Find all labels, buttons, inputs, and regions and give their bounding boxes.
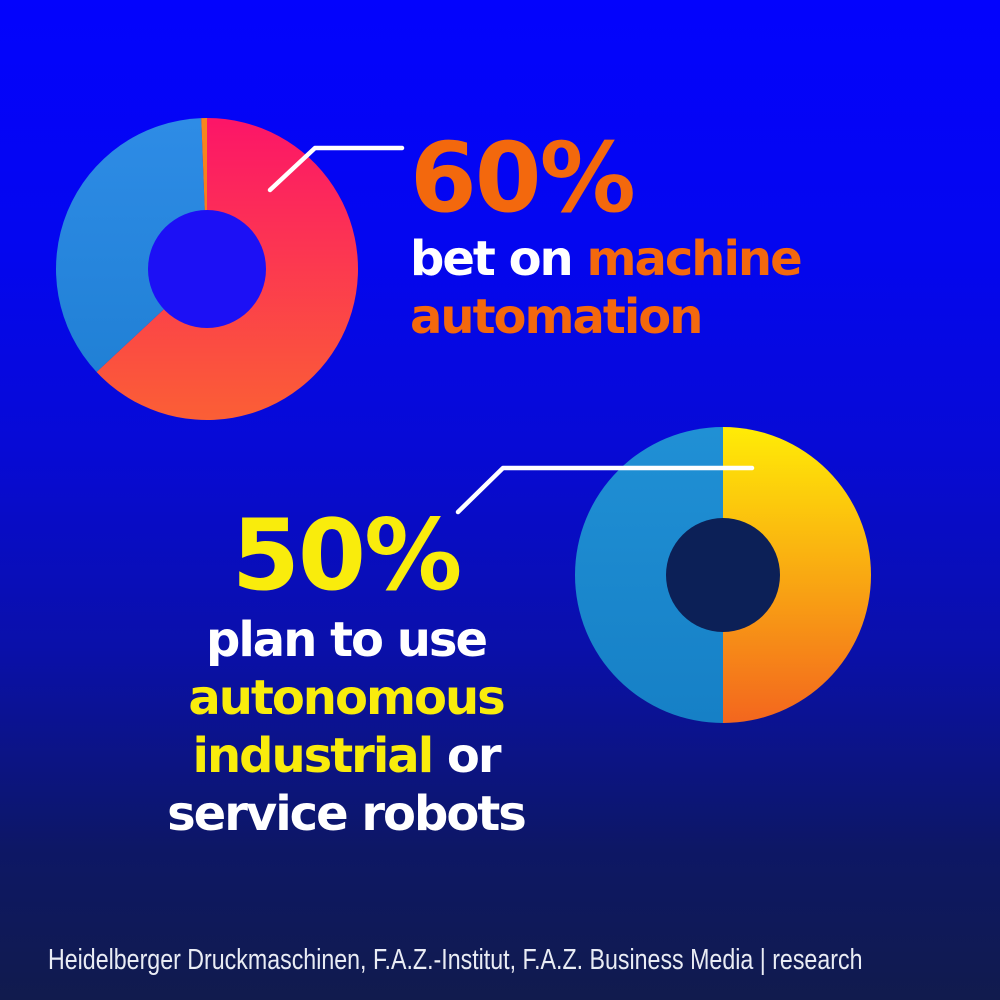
stat-60-description: bet on machine automation — [410, 230, 803, 346]
stat-50-desc-line1: plan to use — [205, 612, 488, 668]
source-attribution: Heidelberger Druckmaschinen, F.A.Z.-Inst… — [48, 944, 863, 976]
stat-60-desc-part-orange: machine — [586, 231, 802, 287]
stat-50-block: 50% plan to use autonomous industrial or se… — [46, 507, 646, 843]
donut-50-hole — [666, 518, 780, 632]
stat-60-desc-part-white: bet on — [410, 231, 587, 287]
donut-50-segment-rest — [575, 427, 723, 723]
stat-50-desc-line2: autonomous — [188, 670, 505, 726]
stat-60-block: 60% bet on machine automation — [410, 122, 803, 346]
donut-50-segment-value — [723, 427, 871, 723]
donut-50-callout-line — [455, 465, 755, 515]
stat-50-desc-line3-white: or — [432, 728, 502, 784]
stat-50-desc-line3-yellow: industrial — [192, 728, 435, 784]
stat-50-desc-line4: service robots — [167, 786, 527, 842]
stat-50-description: plan to use autonomous industrial or servic… — [46, 611, 646, 843]
donut-60-hole — [148, 210, 266, 328]
donut-60-segment-rest — [56, 118, 208, 372]
stat-60-desc-line2: automation — [410, 289, 703, 345]
stat-50-value: 50% — [231, 499, 463, 613]
donut-60-callout-line — [267, 145, 405, 193]
stat-60-value: 60% — [410, 122, 636, 234]
